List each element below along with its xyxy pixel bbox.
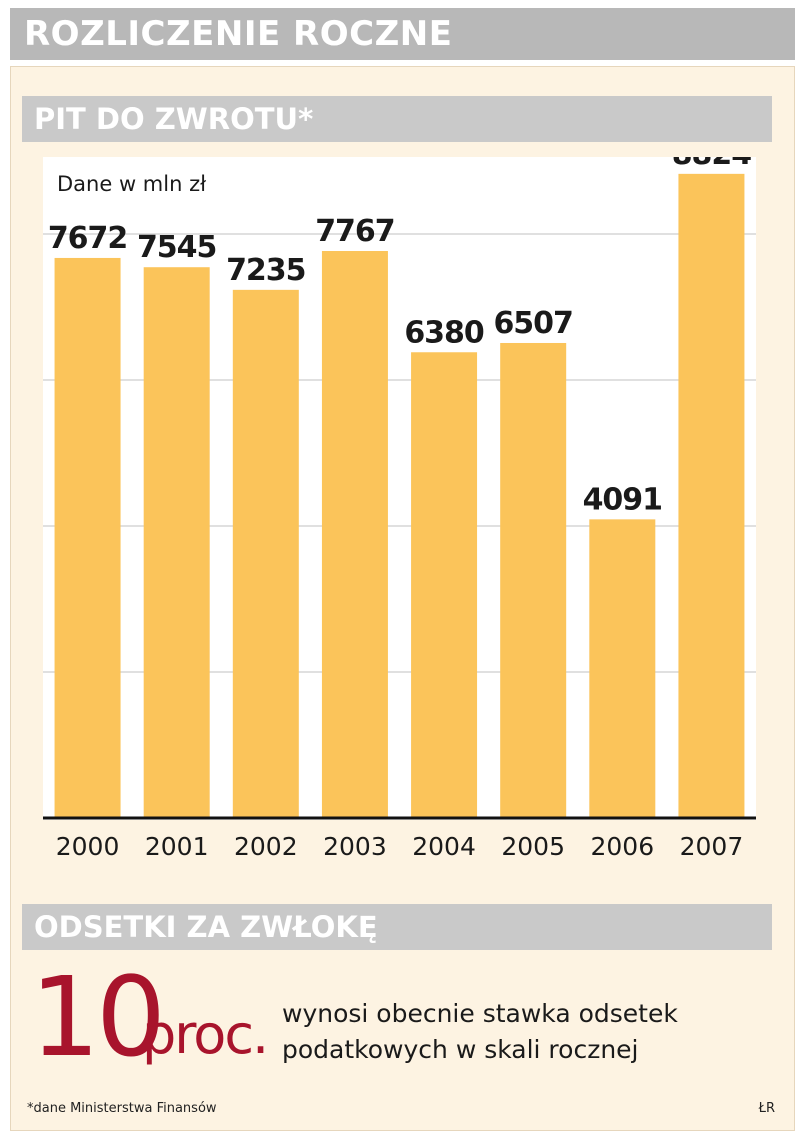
x-tick-label-2004: 2004 (412, 832, 476, 861)
pit-section-title: PIT DO ZWROTU* (22, 96, 772, 142)
data-label-2002: 7235 (226, 253, 306, 288)
bar-2003 (321, 251, 388, 818)
data-label-2006: 4091 (583, 482, 663, 517)
main-header-title: ROZLICZENIE ROCZNE (10, 8, 795, 60)
source-footnote: *dane Ministerstwa Finansów (27, 1101, 217, 1116)
x-tick-label-2001: 2001 (144, 832, 209, 861)
chart-unit-label: Dane w mln zł (57, 172, 207, 196)
bar-2000 (54, 257, 121, 819)
x-tick-label-2003: 2003 (323, 832, 387, 861)
x-tick-label-2005: 2005 (501, 832, 565, 861)
bar-2006 (589, 519, 656, 818)
data-label-2000: 7672 (48, 221, 128, 256)
description-line-1: wynosi obecnie stawka odsetek (282, 999, 678, 1028)
author-initials: ŁR (758, 1101, 775, 1116)
bar-2005 (500, 342, 567, 818)
x-tick-label-2006: 2006 (590, 832, 655, 861)
bar-2002 (232, 289, 299, 819)
data-label-2007: 8824 (672, 157, 752, 172)
description-line-2: podatkowych w skali rocznej (282, 1035, 639, 1064)
interest-rate-description: wynosi obecnie stawka odsetek podatkowyc… (282, 996, 762, 1068)
bar-2001 (143, 267, 210, 819)
bar-chart: 7672 7545 7235 7767 6380 6507 4091 8824 (43, 157, 756, 820)
data-label-2005: 6507 (493, 306, 573, 341)
x-tick-label-2000: 2000 (55, 832, 120, 861)
odsetki-section-title: ODSETKI ZA ZWŁOKĘ (22, 904, 772, 950)
x-tick-label-2002: 2002 (234, 832, 298, 861)
interest-rate-number: 10 (30, 953, 166, 1081)
bar-2007 (678, 173, 745, 818)
x-tick-label-2007: 2007 (679, 832, 744, 861)
data-label-2003: 7767 (315, 214, 395, 249)
data-label-2004: 6380 (404, 315, 484, 350)
data-label-2001: 7545 (137, 230, 217, 265)
bar-chart-svg: 7672 7545 7235 7767 6380 6507 4091 8824 (43, 157, 756, 820)
bar-2004 (411, 352, 478, 818)
interest-rate-unit: proc. (142, 1003, 269, 1066)
